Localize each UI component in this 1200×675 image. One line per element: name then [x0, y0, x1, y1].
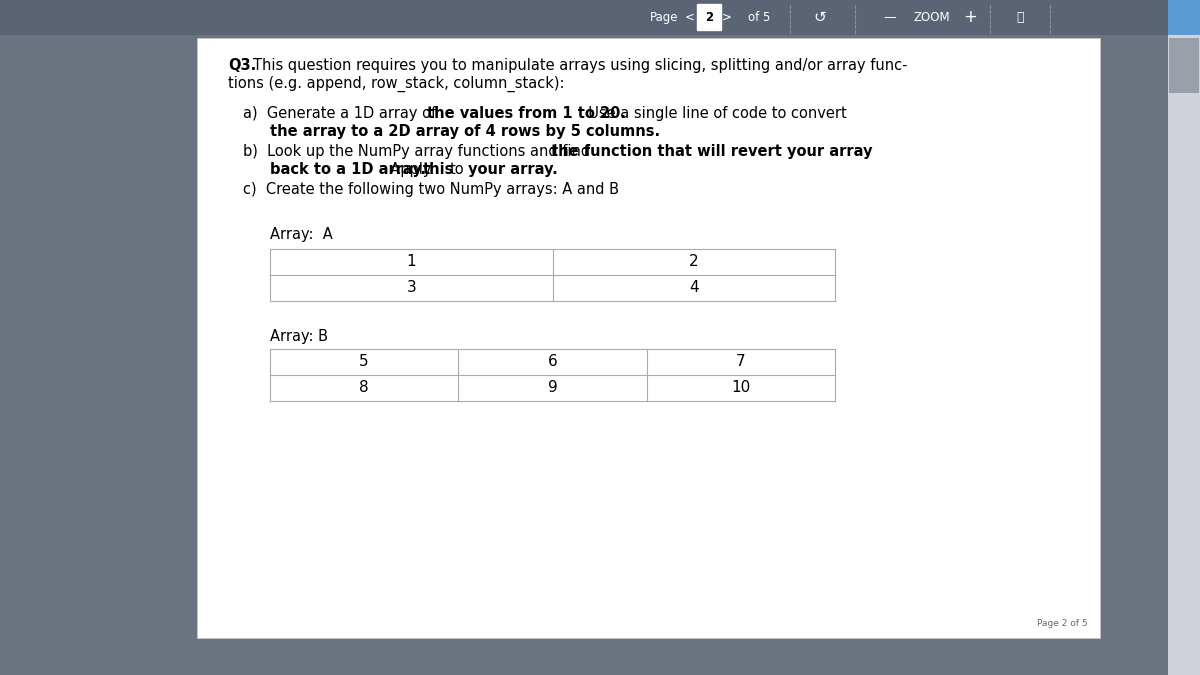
- Text: c)  Create the following two NumPy arrays: A and B: c) Create the following two NumPy arrays…: [242, 182, 619, 197]
- Text: the values from 1 to 20.: the values from 1 to 20.: [427, 106, 626, 121]
- Text: ⤢: ⤢: [1016, 11, 1024, 24]
- Text: tions (e.g. append, row_stack, column_stack):: tions (e.g. append, row_stack, column_st…: [228, 76, 564, 92]
- Text: 4: 4: [689, 281, 698, 296]
- Text: +: +: [964, 9, 977, 26]
- Text: the array to a 2D array of 4 rows by 5 columns.: the array to a 2D array of 4 rows by 5 c…: [270, 124, 660, 139]
- Text: 2: 2: [704, 11, 713, 24]
- Text: >: >: [722, 11, 732, 24]
- Text: 5: 5: [359, 354, 368, 369]
- Text: Page: Page: [649, 11, 678, 24]
- Text: ZOOM: ZOOM: [913, 11, 950, 24]
- Text: ↺: ↺: [814, 10, 827, 25]
- Bar: [1169, 38, 1199, 93]
- Text: to: to: [450, 162, 464, 177]
- Text: Array:  A: Array: A: [270, 227, 332, 242]
- Text: a)  Generate a 1D array of: a) Generate a 1D array of: [242, 106, 436, 121]
- Text: 1: 1: [407, 254, 416, 269]
- Bar: [0, 0, 1200, 35]
- Text: <: <: [685, 11, 695, 24]
- FancyBboxPatch shape: [697, 4, 721, 30]
- Text: Q3.: Q3.: [228, 58, 257, 73]
- Text: 7: 7: [736, 354, 745, 369]
- Text: Array: B: Array: B: [270, 329, 328, 344]
- Text: back to a 1D array.: back to a 1D array.: [270, 162, 426, 177]
- Text: This question requires you to manipulate arrays using slicing, splitting and/or : This question requires you to manipulate…: [253, 58, 907, 73]
- Text: —: —: [883, 11, 896, 24]
- Bar: [197, 38, 1100, 638]
- Text: 8: 8: [359, 381, 368, 396]
- Text: 2: 2: [689, 254, 698, 269]
- Bar: [1168, 0, 1200, 35]
- Text: Use a single line of code to convert: Use a single line of code to convert: [580, 106, 847, 121]
- Text: 9: 9: [547, 381, 557, 396]
- Text: b)  Look up the NumPy array functions and find: b) Look up the NumPy array functions and…: [242, 144, 590, 159]
- Text: this: this: [424, 162, 455, 177]
- Text: 10: 10: [731, 381, 750, 396]
- Text: your array.: your array.: [468, 162, 558, 177]
- Text: 6: 6: [547, 354, 557, 369]
- Text: Page 2 of 5: Page 2 of 5: [1037, 619, 1088, 628]
- Text: of 5: of 5: [748, 11, 770, 24]
- Text: the function that will revert your array: the function that will revert your array: [551, 144, 872, 159]
- Text: 3: 3: [407, 281, 416, 296]
- Bar: [1168, 0, 1200, 675]
- Text: Apply: Apply: [382, 162, 432, 177]
